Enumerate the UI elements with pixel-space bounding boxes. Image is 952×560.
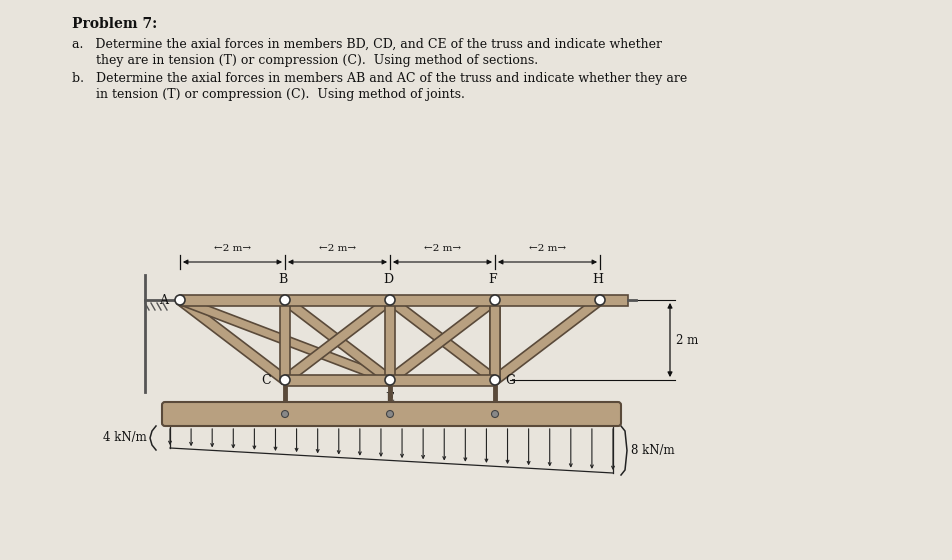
Text: 4 kN/m: 4 kN/m (103, 432, 147, 445)
Text: D: D (383, 273, 393, 286)
Text: 8 kN/m: 8 kN/m (631, 444, 675, 457)
Circle shape (595, 295, 605, 305)
Circle shape (387, 410, 393, 418)
Text: in tension (T) or compression (C).  Using method of joints.: in tension (T) or compression (C). Using… (72, 88, 465, 101)
Circle shape (385, 295, 395, 305)
Text: E: E (386, 392, 394, 405)
Circle shape (280, 375, 290, 385)
Polygon shape (600, 295, 628, 306)
Text: ←2 m→: ←2 m→ (529, 244, 566, 253)
Circle shape (282, 410, 288, 418)
Polygon shape (180, 295, 600, 306)
Circle shape (490, 295, 500, 305)
Text: a.   Determine the axial forces in members BD, CD, and CE of the truss and indic: a. Determine the axial forces in members… (72, 38, 662, 51)
Circle shape (491, 410, 499, 418)
Text: 2 m: 2 m (676, 334, 698, 347)
Text: b.   Determine the axial forces in members AB and AC of the truss and indicate w: b. Determine the axial forces in members… (72, 72, 687, 85)
Polygon shape (490, 300, 500, 380)
Text: ←2 m→: ←2 m→ (319, 244, 356, 253)
Circle shape (385, 375, 395, 385)
Polygon shape (387, 296, 498, 384)
Text: G: G (505, 375, 515, 388)
Text: F: F (488, 273, 497, 286)
Text: ←2 m→: ←2 m→ (214, 244, 251, 253)
Polygon shape (178, 296, 391, 384)
Text: C: C (262, 375, 271, 388)
Polygon shape (177, 296, 288, 384)
Polygon shape (282, 296, 393, 384)
Text: ←2 m→: ←2 m→ (424, 244, 461, 253)
Circle shape (280, 295, 290, 305)
Polygon shape (285, 375, 495, 385)
Polygon shape (387, 296, 498, 384)
Circle shape (175, 295, 185, 305)
Polygon shape (280, 300, 290, 380)
Text: A: A (159, 295, 168, 307)
Polygon shape (282, 296, 393, 384)
Text: B: B (278, 273, 288, 286)
FancyBboxPatch shape (162, 402, 621, 426)
Polygon shape (385, 300, 395, 380)
Text: H: H (592, 273, 604, 286)
Polygon shape (492, 296, 603, 384)
Circle shape (490, 375, 500, 385)
Text: they are in tension (T) or compression (C).  Using method of sections.: they are in tension (T) or compression (… (72, 54, 538, 67)
Text: Problem 7:: Problem 7: (72, 17, 157, 31)
Polygon shape (490, 300, 500, 380)
